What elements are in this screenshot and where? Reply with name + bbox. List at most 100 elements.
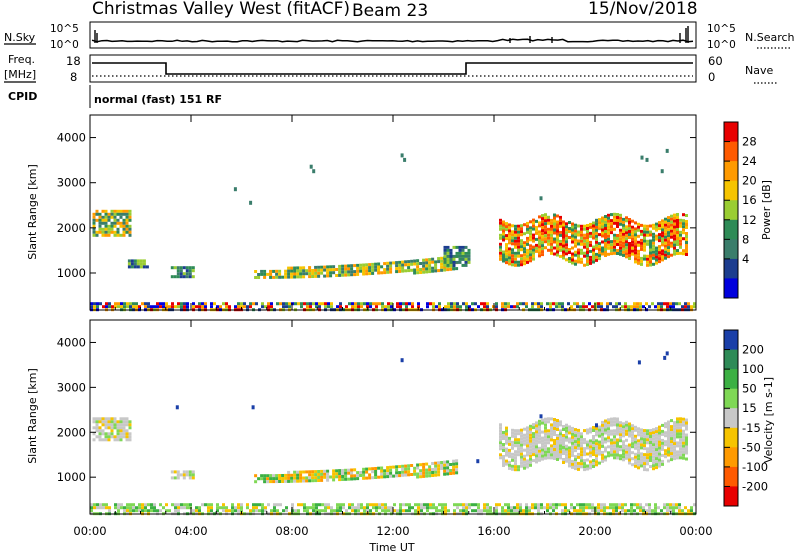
- echo-cell: [410, 473, 414, 476]
- echo-cell: [595, 448, 598, 452]
- echo-cell: [580, 224, 583, 228]
- echo-cell: [541, 241, 544, 245]
- echo-cell: [609, 503, 612, 507]
- echo-cell: [556, 244, 559, 248]
- echo-cell: [595, 433, 598, 437]
- echo-cell: [682, 231, 685, 235]
- echo-cell: [607, 228, 610, 232]
- echo-cell: [652, 455, 655, 459]
- echo-cell: [317, 479, 321, 482]
- echo-cell: [550, 245, 553, 249]
- echo-cell: [637, 222, 640, 226]
- echo-cell: [523, 259, 526, 263]
- echo-cell: [654, 503, 657, 507]
- echo-cell: [330, 509, 333, 513]
- echo-cell: [290, 272, 294, 276]
- echo-cell: [529, 424, 532, 428]
- echo-cell: [390, 506, 393, 510]
- echo-cell: [96, 506, 99, 510]
- echo-cell: [661, 432, 664, 436]
- echo-cell: [571, 426, 574, 430]
- echo-cell: [119, 435, 123, 439]
- echo-cell: [125, 215, 129, 219]
- echo-cell: [192, 305, 195, 309]
- echo-cell: [92, 432, 96, 436]
- echo-cell: [648, 509, 651, 513]
- echo-cell: [511, 431, 514, 435]
- echo-cell: [538, 458, 541, 462]
- echo-cell: [610, 450, 613, 454]
- echo-cell: [285, 506, 288, 510]
- echo-cell: [613, 447, 616, 451]
- echo-cell: [455, 254, 459, 258]
- echo-cell: [679, 224, 682, 228]
- echo-cell: [553, 216, 556, 220]
- echo-cell: [462, 506, 465, 510]
- echo-cell: [426, 503, 429, 507]
- echo-cell: [538, 236, 541, 240]
- echo-cell: [511, 452, 514, 456]
- echo-cell: [90, 503, 93, 507]
- echo-cell: [616, 444, 619, 448]
- echo-cell: [610, 420, 613, 424]
- echo-cell: [308, 275, 312, 279]
- nave-tick-top: 60: [708, 54, 723, 68]
- echo-cell: [508, 259, 511, 263]
- echo-cell: [660, 305, 663, 309]
- echo-cell: [652, 241, 655, 245]
- echo-cell: [446, 466, 450, 470]
- echo-cell: [685, 457, 688, 461]
- echo-cell: [574, 431, 577, 435]
- echo-cell: [474, 302, 477, 306]
- echo-cell: [673, 427, 676, 431]
- echo-cell: [353, 477, 357, 481]
- echo-cell: [606, 302, 609, 306]
- echo-cell: [541, 421, 544, 425]
- echo-cell: [290, 473, 294, 477]
- echo-cell: [246, 506, 249, 510]
- echo-cell: [179, 272, 183, 276]
- echo-cell: [657, 302, 660, 306]
- echo-cell: [634, 446, 637, 450]
- echo-cell: [508, 442, 511, 446]
- echo-cell: [338, 273, 342, 277]
- echo-cell: [574, 437, 577, 441]
- colorbar-swatch: [724, 408, 738, 429]
- echo-cell: [128, 215, 132, 219]
- echo-cell: [568, 437, 571, 441]
- echo-cell: [162, 506, 165, 510]
- echo-cell: [586, 458, 589, 462]
- echo-cell: [508, 451, 511, 455]
- echo-cell: [401, 260, 405, 264]
- echo-cell: [591, 509, 594, 513]
- echo-cell: [398, 263, 402, 267]
- echo-cell: [625, 225, 628, 229]
- echo-cell: [664, 235, 667, 239]
- echo-cell: [546, 506, 549, 510]
- echo-cell: [98, 227, 102, 231]
- echo-cell: [549, 503, 552, 507]
- echo-cell: [541, 451, 544, 455]
- echo-cell: [652, 461, 655, 465]
- echo-cell: [486, 506, 489, 510]
- echo-cell: [538, 434, 541, 438]
- echo-cell: [640, 461, 643, 465]
- echo-cell: [132, 305, 135, 309]
- echo-cell: [150, 506, 153, 510]
- echo-cell: [553, 421, 556, 424]
- echo-cell: [562, 425, 565, 428]
- echo-cell: [461, 248, 465, 252]
- echo-cell: [619, 231, 622, 235]
- echo-cell: [95, 233, 99, 237]
- echo-cell: [597, 503, 600, 507]
- echo-cell: [679, 230, 682, 234]
- colorbar-swatch: [724, 369, 738, 390]
- echo-cell: [102, 506, 105, 510]
- echo-cell: [622, 238, 625, 242]
- echo-cell: [565, 240, 568, 244]
- echo-cell: [544, 237, 547, 241]
- echo-cell: [525, 503, 528, 507]
- echo-cell: [395, 267, 399, 271]
- echo-cell: [583, 239, 586, 243]
- echo-cell: [458, 248, 462, 252]
